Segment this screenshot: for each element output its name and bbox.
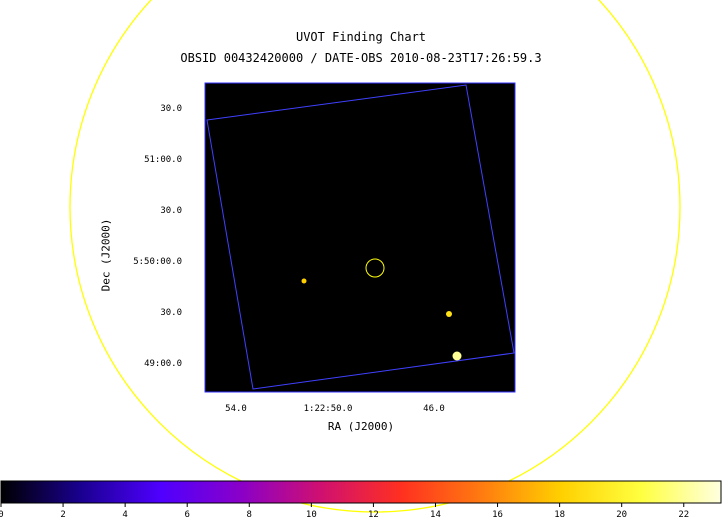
colorbar-tick-label: 12 [367, 510, 379, 520]
y-tick-label: 5:50:00.0 [133, 257, 182, 267]
y-tick-label: 30.0 [160, 308, 182, 318]
colorbar [0, 480, 722, 504]
chart-subtitle: OBSID 00432420000 / DATE-OBS 2010-08-23T… [180, 51, 542, 65]
x-tick-label: 54.0 [225, 404, 247, 414]
source-marks [301, 278, 462, 361]
colorbar-tick-label: 6 [184, 510, 190, 520]
colorbar-tick-label: 14 [430, 510, 441, 520]
colorbar-tick-label: 16 [492, 510, 503, 520]
colorbar-tick-label: 8 [246, 510, 252, 520]
colorbar-tick-label: 4 [122, 510, 128, 520]
y-tick-label: 51:00.0 [144, 155, 182, 165]
chart-title: UVOT Finding Chart [295, 30, 427, 44]
image-boundary [206, 84, 515, 390]
colorbar-tick-label: 2 [60, 510, 66, 520]
source-mark [452, 351, 462, 361]
colorbar-tick-label: 0 [0, 510, 4, 520]
y-tick-label: 49:00.0 [144, 359, 182, 369]
colorbar-tick-label: 10 [305, 510, 317, 520]
y-axis-label: Dec (J2000) [99, 218, 113, 292]
plot-area [204, 82, 516, 393]
target-circle [365, 258, 385, 278]
colorbar-tick-label: 20 [616, 510, 628, 520]
colorbar-tick-label: 22 [678, 510, 690, 520]
x-tick-label: 46.0 [423, 404, 445, 414]
y-tick-label: 30.0 [160, 104, 182, 114]
source-mark [301, 278, 307, 284]
x-tick-label: 1:22:50.0 [303, 404, 353, 414]
field-circle [69, 0, 681, 513]
y-tick-label: 30.0 [160, 206, 182, 216]
colorbar-tick-label: 18 [554, 510, 566, 520]
source-mark [446, 311, 452, 317]
x-axis-label: RA (J2000) [327, 420, 395, 433]
